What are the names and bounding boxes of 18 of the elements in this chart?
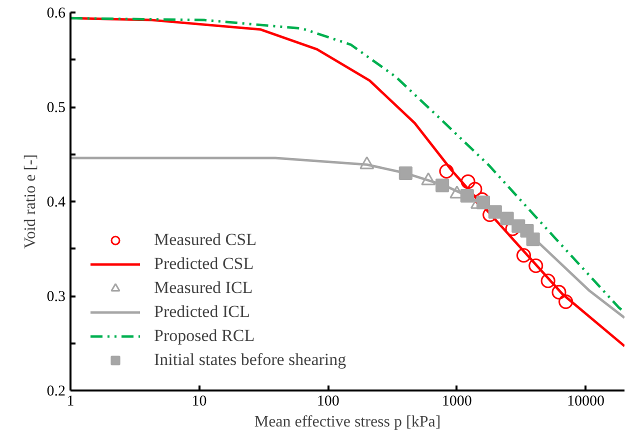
x-tick-label: 10 [192,394,207,410]
legend-label: Predicted ICL [154,302,250,322]
x-tick-label: 10000 [566,394,604,410]
x-axis-title: Mean effective stress p [kPa] [254,414,441,430]
y-tick-label: 0.5 [46,100,66,116]
legend-label: Proposed RCL [154,326,255,346]
x-tick-label: 1 [66,394,74,410]
y-axis-title: Void ratio e [-] [22,154,39,249]
legend-label: Predicted CSL [154,254,254,274]
y-tick-label: 0.6 [46,6,66,22]
legend-label: Measured ICL [154,278,253,298]
x-tick-label: 100 [316,394,340,410]
legend-label: Measured CSL [154,230,256,250]
y-tick-label: 0.2 [46,384,66,400]
x-tick-label: 1000 [442,394,472,410]
y-tick-label: 0.3 [46,289,66,305]
y-tick-label: 0.4 [46,194,66,210]
legend-label: Initial states before shearing [154,350,346,370]
